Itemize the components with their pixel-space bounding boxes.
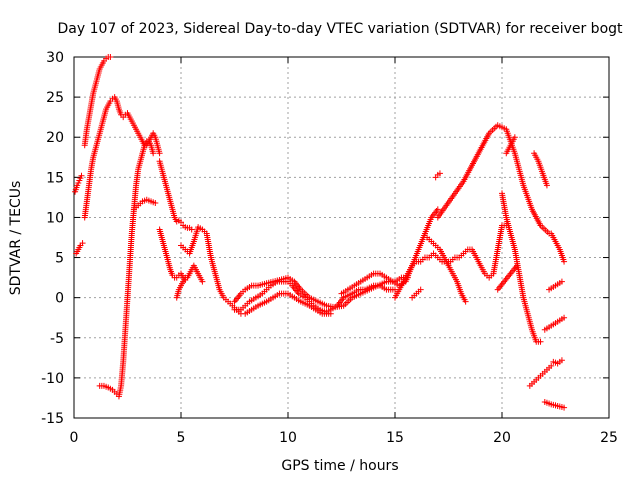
y-tick-label: -5 [50,331,64,347]
plot-frame [73,56,610,419]
series-arc-17 [409,286,424,301]
y-axis-label: SDTVAR / TECUs [8,181,24,296]
series-arc-24 [526,362,555,389]
x-tick-label: 15 [386,430,404,446]
x-tick-label: 20 [493,430,511,446]
series-arc-1 [73,240,86,257]
series-arc-7 [156,158,195,233]
series-arc-26 [546,278,565,293]
series-arc-23 [531,150,550,189]
series-arc-6 [130,196,159,213]
series-arc-14 [338,206,441,297]
series-arc-29 [548,230,568,265]
data-point-marker [107,54,114,60]
data-point-marker [156,150,163,157]
data-points [72,54,568,411]
y-tick-label: 10 [46,210,64,226]
series-arc-4 [81,94,163,221]
series-arc-5 [96,138,157,400]
data-point-marker [543,182,550,189]
series-arc-20 [494,262,520,293]
data-point-marker [78,172,85,179]
data-point-marker [548,362,555,369]
data-point-marker [182,274,189,281]
data-point-marker [434,206,441,213]
data-point-marker [150,150,157,157]
y-tick-label: 25 [46,90,64,106]
y-tick-label: 30 [46,50,64,66]
series-arc-8 [156,226,206,285]
y-tick-label: 0 [55,291,64,307]
data-point-marker [178,219,184,226]
series-arc-21 [499,190,544,345]
series-arc-12 [231,274,411,311]
series-arc-10 [173,274,189,301]
series-arc-13 [242,290,334,317]
data-point-marker [327,310,334,317]
x-tick-label: 5 [177,430,186,446]
data-point-marker [561,314,568,321]
data-point-marker [561,258,568,265]
data-point-marker [152,200,159,207]
x-tick-label: 0 [70,430,79,446]
y-tick-label: -10 [41,371,64,387]
axis-ticks: 0 5 10 15 20 25 30 25 20 15 10 5 0 -5 -10 -15 [41,50,618,446]
series-arc-19 [434,122,553,237]
data-point-marker [188,226,195,233]
data-point-marker [558,278,565,285]
data-point-marker [511,134,518,141]
series-arc-2 [72,172,85,195]
y-tick-label: 5 [55,251,64,267]
x-tick-label: 25 [600,430,618,446]
data-point-marker [199,278,206,285]
series-arc-25 [541,314,568,333]
x-tick-label: 10 [279,430,297,446]
y-tick-label: 15 [46,170,64,186]
series-arc-16 [424,234,469,305]
series-arc-18 [432,170,443,181]
data-point-marker [561,404,568,411]
series-arc-22 [503,134,518,157]
series-arc-27 [541,398,568,411]
series-arc-28 [550,357,565,367]
series-arc-3 [81,54,114,149]
grid [74,57,609,418]
series-arc-15 [392,222,510,301]
data-point-marker [79,240,86,247]
data-point-marker [558,357,565,364]
data-point-marker [537,338,544,345]
y-tick-label: 20 [46,130,64,146]
chart-title: Day 107 of 2023, Sidereal Day-to-day VTE… [57,21,623,37]
y-tick-label: -15 [41,411,64,427]
x-axis-label: GPS time / hours [281,458,398,474]
data-point-marker [462,298,469,305]
data-point-marker [436,170,443,177]
data-point-marker [417,286,424,293]
